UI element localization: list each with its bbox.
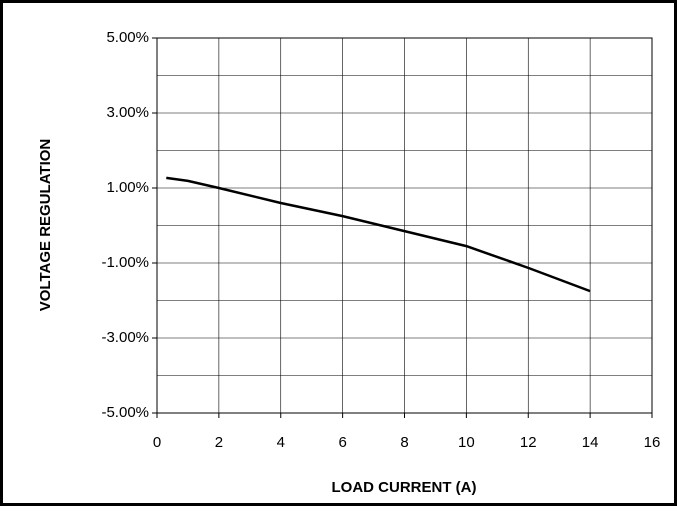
x-tick-label: 0 — [153, 434, 161, 451]
x-tick-label: 4 — [277, 434, 285, 451]
x-axis-title: LOAD CURRENT (A) — [332, 479, 477, 496]
y-tick-label: 5.00% — [106, 29, 149, 46]
y-tick-label: 1.00% — [106, 179, 149, 196]
y-tick-label: -3.00% — [101, 329, 149, 346]
x-tick-label: 2 — [215, 434, 223, 451]
y-tick-label: -5.00% — [101, 404, 149, 421]
y-tick-label: -1.00% — [101, 254, 149, 271]
y-axis-title: VOLTAGE REGULATION — [37, 139, 54, 312]
line — [166, 176, 591, 293]
x-tick-label: 10 — [458, 434, 475, 451]
x-tick-label: 6 — [338, 434, 346, 451]
x-tick-label: 16 — [644, 434, 661, 451]
x-tick-label: 8 — [400, 434, 408, 451]
y-tick-label: 3.00% — [106, 104, 149, 121]
x-tick-label: 14 — [582, 434, 599, 451]
x-tick-label: 12 — [520, 434, 537, 451]
